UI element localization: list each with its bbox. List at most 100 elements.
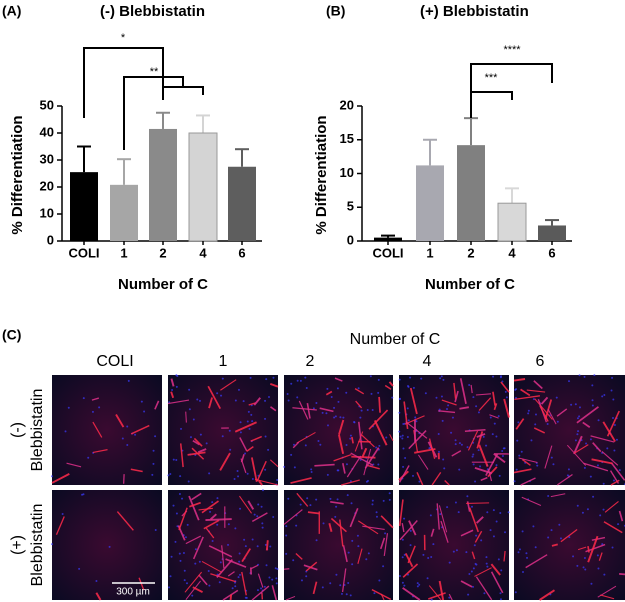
cell-fiber xyxy=(592,442,602,453)
nucleus xyxy=(333,406,336,409)
nucleus xyxy=(597,419,600,422)
nucleus xyxy=(244,452,247,455)
nucleus xyxy=(483,592,486,595)
x-tick-label: 2 xyxy=(159,245,166,260)
nucleus xyxy=(465,551,468,554)
nucleus xyxy=(194,562,197,565)
chart-title: (+) Blebbistatin xyxy=(420,3,529,20)
cell-fiber xyxy=(618,510,624,522)
panel-label: (C) xyxy=(2,327,21,343)
nucleus xyxy=(460,443,463,446)
cell-fiber xyxy=(234,421,257,433)
cell-fiber xyxy=(533,427,546,434)
nucleus xyxy=(518,548,521,551)
cell-fiber xyxy=(518,457,538,464)
cell-fiber xyxy=(197,448,207,454)
nucleus xyxy=(208,584,211,587)
nucleus xyxy=(174,540,177,543)
nucleus xyxy=(556,420,559,423)
nucleus xyxy=(340,592,343,595)
nucleus xyxy=(309,504,312,507)
nucleus xyxy=(256,515,259,518)
cell-fiber xyxy=(167,399,190,405)
cell-fiber xyxy=(254,478,279,486)
column-label: 2 xyxy=(306,353,315,370)
nucleus xyxy=(398,397,401,400)
nucleus xyxy=(495,435,498,438)
cell-fiber xyxy=(191,492,202,501)
nucleus xyxy=(275,577,278,580)
column-label: 4 xyxy=(423,353,432,370)
nucleus xyxy=(227,523,230,526)
nucleus xyxy=(249,376,252,379)
nucleus xyxy=(406,436,409,439)
nucleus xyxy=(351,539,354,542)
nucleus xyxy=(349,434,352,437)
cell-fiber xyxy=(219,452,231,471)
nucleus xyxy=(326,473,329,476)
nucleus xyxy=(305,387,308,390)
cell-fiber xyxy=(312,581,318,595)
nucleus xyxy=(482,435,485,438)
nucleus xyxy=(475,405,478,408)
cell-fiber xyxy=(250,457,258,482)
nucleus xyxy=(613,449,616,452)
cell-fiber xyxy=(330,501,344,505)
nucleus xyxy=(238,573,241,576)
nucleus xyxy=(403,517,406,520)
cell-fiber xyxy=(493,403,498,411)
nucleus xyxy=(171,388,174,391)
nucleus xyxy=(591,404,594,407)
cell-fiber xyxy=(307,511,320,515)
nucleus xyxy=(209,510,212,513)
cell-fiber xyxy=(539,589,556,601)
nucleus xyxy=(269,545,272,548)
cell-fiber xyxy=(379,537,386,550)
nucleus xyxy=(550,456,553,459)
nucleus xyxy=(617,523,620,526)
cell-fiber xyxy=(178,507,188,531)
nucleus xyxy=(430,598,433,601)
nucleus xyxy=(568,380,571,383)
cell-fiber xyxy=(601,450,619,466)
cell-fiber xyxy=(351,436,354,444)
cell-fiber xyxy=(354,388,365,395)
cell-fiber xyxy=(440,520,449,543)
cell-fiber xyxy=(474,530,483,543)
y-tick-label: 10 xyxy=(40,205,54,220)
nucleus xyxy=(489,416,492,419)
nucleus xyxy=(319,443,322,446)
nucleus xyxy=(265,564,268,567)
nucleus xyxy=(414,416,417,419)
nucleus xyxy=(485,444,488,447)
nucleus xyxy=(596,464,599,467)
cell-fiber xyxy=(240,454,245,463)
cell-fiber xyxy=(203,519,220,530)
nucleus xyxy=(411,474,414,477)
cell-fiber xyxy=(349,508,359,528)
nucleus xyxy=(371,408,374,411)
x-tick-label: 1 xyxy=(426,245,433,260)
y-tick-label: 30 xyxy=(40,151,54,166)
nucleus xyxy=(527,409,530,412)
cell-fiber xyxy=(246,445,254,452)
nucleus xyxy=(521,570,524,573)
nucleus xyxy=(216,392,219,395)
nucleus xyxy=(299,379,302,382)
cell-fiber xyxy=(448,593,453,601)
cell-fiber xyxy=(526,389,546,393)
nucleus xyxy=(401,437,404,440)
nucleus xyxy=(447,404,450,407)
nucleus xyxy=(360,409,363,412)
nucleus xyxy=(61,513,64,516)
cell-fiber xyxy=(189,501,201,508)
nucleus xyxy=(527,412,530,415)
cell-fiber xyxy=(192,586,203,593)
cell-fiber xyxy=(208,397,213,409)
nucleus xyxy=(406,407,409,410)
cell-fiber xyxy=(389,434,394,442)
cell-fiber xyxy=(208,545,233,558)
nucleus xyxy=(367,552,370,555)
nucleus xyxy=(211,539,214,542)
nucleus xyxy=(299,503,302,506)
